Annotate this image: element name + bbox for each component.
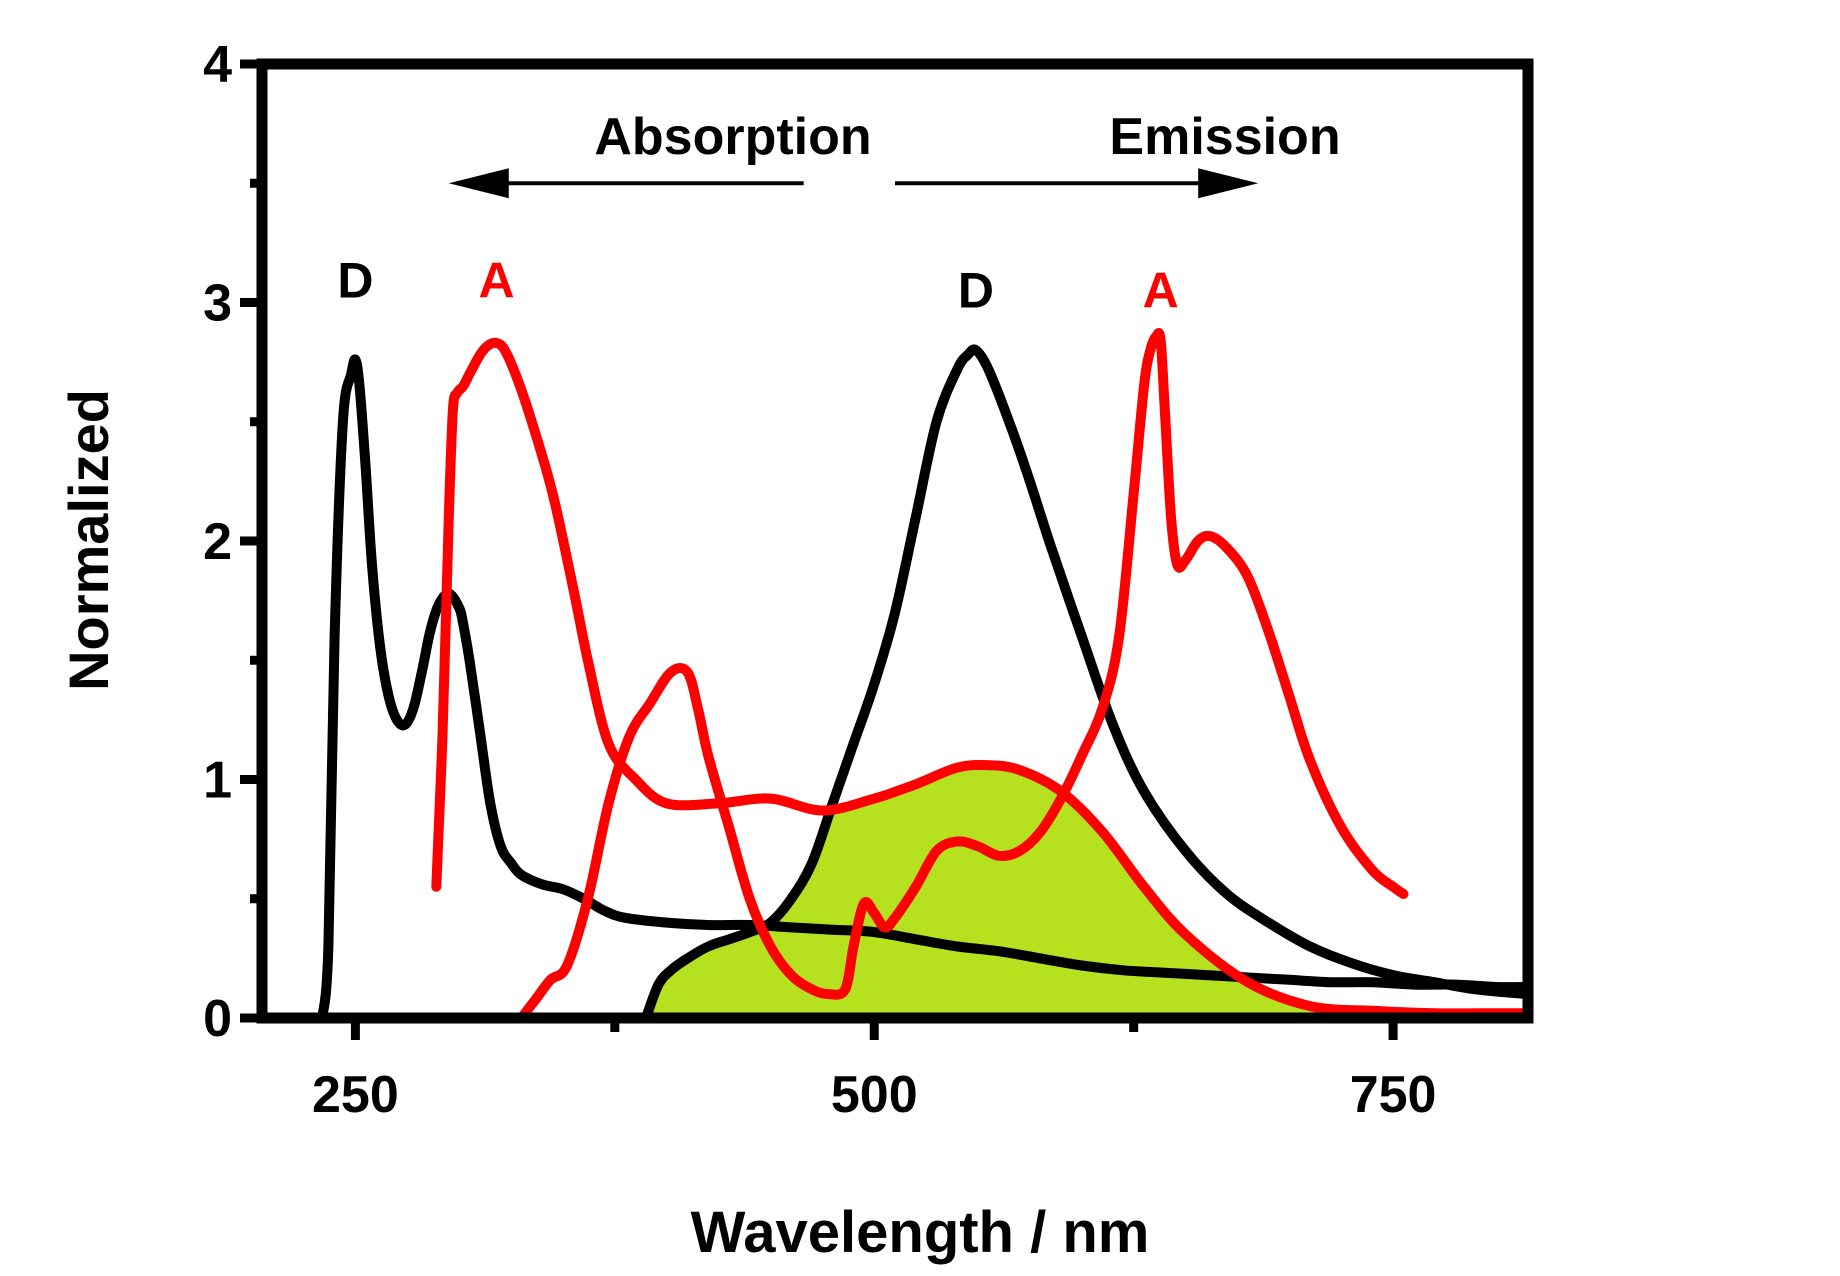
x-tick-label: 250 xyxy=(312,1066,399,1124)
emission-arrow-head xyxy=(1198,168,1259,199)
plot-area: 0 1 2 3 4 250 500 750 D A D A xyxy=(203,36,1534,1124)
absorption-label: Absorption xyxy=(594,108,871,166)
y-tick-label: 2 xyxy=(203,513,232,571)
y-tick-label: 3 xyxy=(203,275,232,333)
peak-label: D xyxy=(958,262,994,318)
emission-label: Emission xyxy=(1109,108,1340,166)
y-tick-label: 1 xyxy=(203,752,232,810)
peak-label: A xyxy=(1143,262,1179,318)
x-tick-label: 750 xyxy=(1350,1066,1437,1124)
absorption-arrow-head xyxy=(448,168,509,199)
peak-label: D xyxy=(337,253,373,309)
y-tick-label: 0 xyxy=(203,990,232,1048)
series-line-a-absorption xyxy=(431,337,1533,1019)
overlap-fill-area xyxy=(645,765,1528,1018)
series-line-d-emission xyxy=(641,344,1533,1023)
x-axis-label: Wavelength / nm xyxy=(691,1200,1150,1265)
x-tick-label: 500 xyxy=(831,1066,918,1124)
series-line-a-emission xyxy=(516,328,1409,1023)
y-axis-label: Normalized xyxy=(57,389,120,691)
y-tick-label: 4 xyxy=(203,36,232,94)
series-line-d-absorption xyxy=(317,354,1533,1023)
peak-label: A xyxy=(478,253,514,309)
